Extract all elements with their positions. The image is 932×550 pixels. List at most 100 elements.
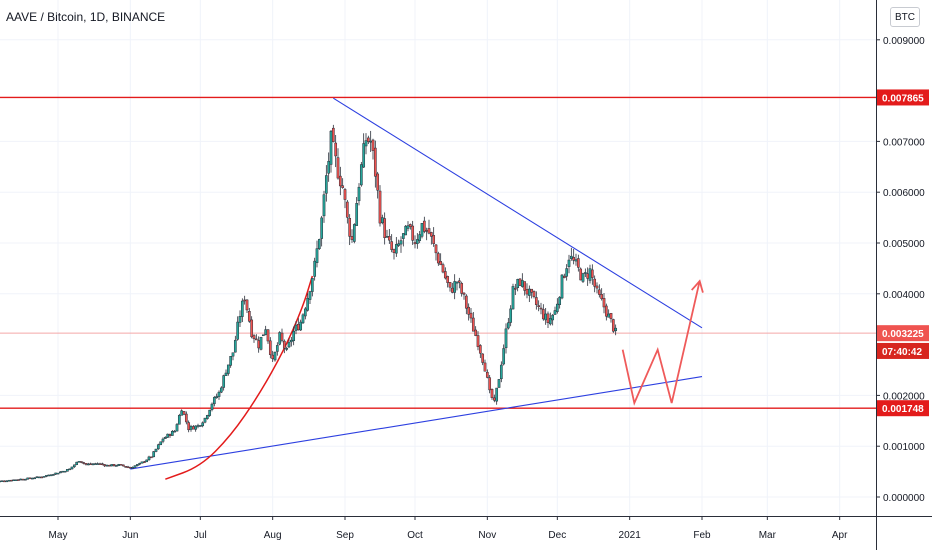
currency-button[interactable]: BTC (890, 7, 920, 27)
candle (537, 300, 541, 312)
candle (525, 283, 529, 299)
candle (394, 237, 398, 257)
candle (308, 290, 312, 305)
candle (450, 282, 454, 294)
candle (285, 346, 289, 352)
candle (357, 183, 361, 206)
candle (75, 461, 79, 466)
projection-arrow (621, 280, 701, 406)
candle (607, 309, 611, 318)
projection-arrow-head (691, 279, 704, 293)
x-tick-label: Mar (759, 530, 777, 541)
candle (558, 296, 562, 309)
candle (590, 264, 594, 285)
candle (502, 344, 506, 366)
candle (455, 281, 459, 291)
candle (481, 353, 485, 366)
candle (611, 318, 615, 333)
candle (72, 464, 76, 468)
candle (523, 281, 527, 296)
candle (16, 479, 20, 481)
candle (597, 284, 601, 298)
candle (439, 253, 443, 266)
candle (320, 215, 324, 247)
candle (107, 464, 111, 467)
candle (371, 138, 375, 160)
candle (315, 240, 319, 268)
candle (551, 314, 555, 326)
candle (208, 409, 212, 417)
candle (219, 386, 223, 394)
candle (404, 225, 408, 236)
candle (152, 451, 156, 458)
candle (105, 464, 109, 467)
candle (446, 275, 450, 288)
candle (268, 337, 272, 359)
candle (287, 338, 291, 349)
candle (497, 378, 501, 388)
candle (203, 417, 207, 424)
candle (133, 465, 137, 468)
candle (604, 303, 608, 321)
candle (383, 212, 387, 245)
candle (560, 274, 564, 300)
candle (301, 313, 305, 324)
candle (471, 312, 475, 332)
candle (488, 374, 492, 394)
candle (499, 361, 503, 383)
candle (292, 326, 296, 346)
candle (154, 448, 158, 453)
candle (198, 425, 202, 427)
candle (54, 472, 58, 475)
candle (373, 140, 377, 188)
candle (266, 329, 270, 344)
candle (257, 336, 261, 353)
drawings (130, 97, 704, 480)
candle (40, 476, 44, 479)
candle (411, 220, 415, 245)
price-label-box (877, 325, 929, 342)
candle (0, 480, 4, 482)
candle (345, 199, 349, 224)
candle (453, 274, 457, 300)
candle (245, 299, 249, 313)
x-tick-label: Jun (122, 530, 138, 541)
candle (352, 223, 356, 244)
candle (44, 475, 48, 478)
candle (415, 233, 419, 249)
candle (364, 133, 368, 155)
candle (135, 464, 139, 467)
candle (159, 441, 163, 446)
candle (336, 148, 340, 180)
candle (126, 465, 130, 469)
candle (322, 190, 326, 223)
candle (28, 477, 32, 480)
candle (264, 325, 268, 336)
candle (341, 178, 345, 189)
candle (516, 278, 520, 292)
candle (427, 219, 431, 235)
candle (21, 478, 25, 481)
candle (231, 352, 235, 361)
candle (175, 422, 179, 432)
candle (474, 326, 478, 337)
candle (441, 262, 445, 274)
candle (100, 462, 104, 466)
candle (609, 313, 613, 323)
x-tick-label: Nov (478, 530, 496, 541)
upper-trendline (333, 97, 703, 329)
candle (112, 464, 116, 467)
candle (261, 334, 265, 337)
candle (19, 478, 23, 481)
candle (359, 161, 363, 187)
candle (436, 251, 440, 266)
candle (49, 474, 53, 477)
candle (327, 152, 331, 182)
chart-title: AAVE / Bitcoin, 1D, BINANCE (6, 10, 166, 24)
candle (56, 472, 60, 475)
candle (33, 477, 37, 480)
candle (42, 476, 46, 478)
candle (324, 165, 328, 202)
x-tick-label: 2021 (619, 530, 642, 541)
